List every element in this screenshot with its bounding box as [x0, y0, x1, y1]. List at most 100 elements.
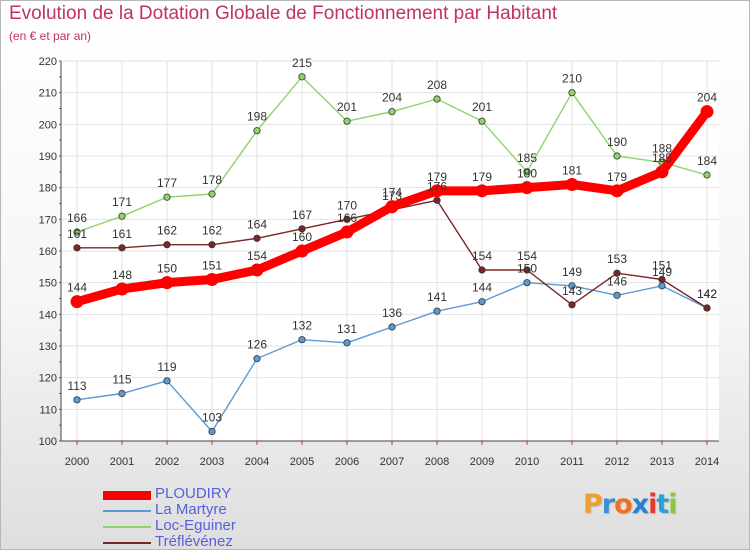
- data-point: [163, 377, 171, 385]
- data-label: 185: [652, 151, 672, 165]
- data-point: [478, 298, 486, 306]
- data-label: 201: [472, 100, 492, 114]
- data-point: [568, 89, 576, 97]
- logo-letter: o: [614, 489, 633, 520]
- data-label: 174: [382, 186, 402, 200]
- data-point: [433, 307, 441, 315]
- data-label: 160: [292, 230, 312, 244]
- data-label: 185: [517, 151, 537, 165]
- logo-letter: P: [583, 489, 603, 520]
- data-point: [253, 355, 261, 363]
- data-label: 178: [202, 173, 222, 187]
- x-tick-label: 2000: [65, 456, 89, 468]
- data-label: 215: [292, 56, 312, 70]
- data-point: [388, 108, 396, 116]
- data-label: 170: [337, 198, 357, 212]
- data-point: [70, 295, 84, 309]
- data-point: [160, 276, 174, 290]
- data-label: 161: [67, 227, 87, 241]
- data-label: 190: [607, 135, 627, 149]
- data-label: 146: [607, 274, 627, 288]
- y-tick-label: 190: [39, 151, 57, 163]
- data-label: 150: [517, 262, 537, 276]
- data-point: [700, 105, 714, 119]
- data-label: 161: [112, 227, 132, 241]
- data-label: 179: [472, 170, 492, 184]
- data-label: 167: [292, 208, 312, 222]
- x-tick-label: 2013: [650, 456, 674, 468]
- x-tick-label: 2002: [155, 456, 179, 468]
- data-label: 144: [67, 281, 87, 295]
- data-point: [208, 190, 216, 198]
- data-point: [343, 117, 351, 125]
- data-point: [655, 165, 669, 179]
- x-tick-label: 2006: [335, 456, 359, 468]
- x-tick-label: 2004: [245, 456, 269, 468]
- data-label: 166: [67, 211, 87, 225]
- data-point: [253, 127, 261, 135]
- data-label: 179: [427, 170, 447, 184]
- y-tick-label: 180: [39, 183, 57, 195]
- legend-swatch: [103, 510, 151, 512]
- data-point: [163, 193, 171, 201]
- logo-letter: i: [668, 489, 677, 520]
- legend-swatch: [103, 526, 151, 528]
- data-point: [73, 396, 81, 404]
- data-point: [73, 228, 81, 236]
- data-label: 154: [517, 249, 537, 263]
- data-label: 184: [697, 154, 717, 168]
- x-tick-label: 2011: [560, 456, 584, 468]
- data-point: [430, 184, 444, 198]
- data-label: 181: [562, 164, 582, 178]
- data-point: [568, 301, 576, 309]
- data-point: [388, 323, 396, 331]
- y-tick-label: 100: [39, 436, 57, 448]
- data-point: [118, 389, 126, 398]
- y-tick-label: 170: [39, 214, 57, 226]
- data-label: 151: [202, 259, 222, 273]
- logo-letter: r: [601, 489, 615, 520]
- data-label: 131: [337, 322, 357, 336]
- x-tick-label: 2005: [290, 456, 314, 468]
- data-label: 166: [337, 211, 357, 225]
- y-tick-label: 200: [39, 119, 57, 131]
- data-label: 149: [652, 265, 672, 279]
- x-tick-label: 2014: [695, 456, 719, 468]
- x-tick-label: 2010: [515, 456, 539, 468]
- data-point: [475, 184, 489, 198]
- data-label: 144: [472, 281, 492, 295]
- legend-swatch: [103, 542, 151, 544]
- data-label: 177: [157, 176, 177, 190]
- data-label: 201: [337, 100, 357, 114]
- data-point: [115, 282, 129, 296]
- data-point: [613, 291, 621, 299]
- data-label: 210: [562, 72, 582, 86]
- y-tick-label: 120: [39, 373, 57, 385]
- data-point: [478, 117, 486, 125]
- data-point: [253, 234, 261, 242]
- data-label: 180: [517, 167, 537, 181]
- data-point: [343, 339, 351, 347]
- y-tick-label: 150: [39, 278, 57, 290]
- data-label: 115: [112, 373, 131, 387]
- data-label: 198: [247, 110, 267, 124]
- data-label: 141: [427, 290, 447, 304]
- chart-title: Evolution de la Dotation Globale de Fonc…: [9, 3, 558, 24]
- data-point: [520, 181, 534, 195]
- data-point: [433, 196, 441, 204]
- data-label: 154: [247, 249, 267, 263]
- data-label: 151: [652, 259, 672, 273]
- data-point: [568, 282, 576, 290]
- x-tick-label: 2009: [470, 456, 494, 468]
- legend-label: PLOUDIRY: [155, 485, 232, 502]
- data-point: [163, 241, 171, 249]
- legend-swatch: [103, 490, 151, 500]
- logo-letter: x: [631, 489, 649, 520]
- data-label: 150: [157, 262, 177, 276]
- data-point: [658, 282, 666, 290]
- chart-subtitle: (en € et par an): [9, 29, 92, 43]
- data-label: 143: [562, 284, 582, 298]
- data-point: [340, 225, 354, 239]
